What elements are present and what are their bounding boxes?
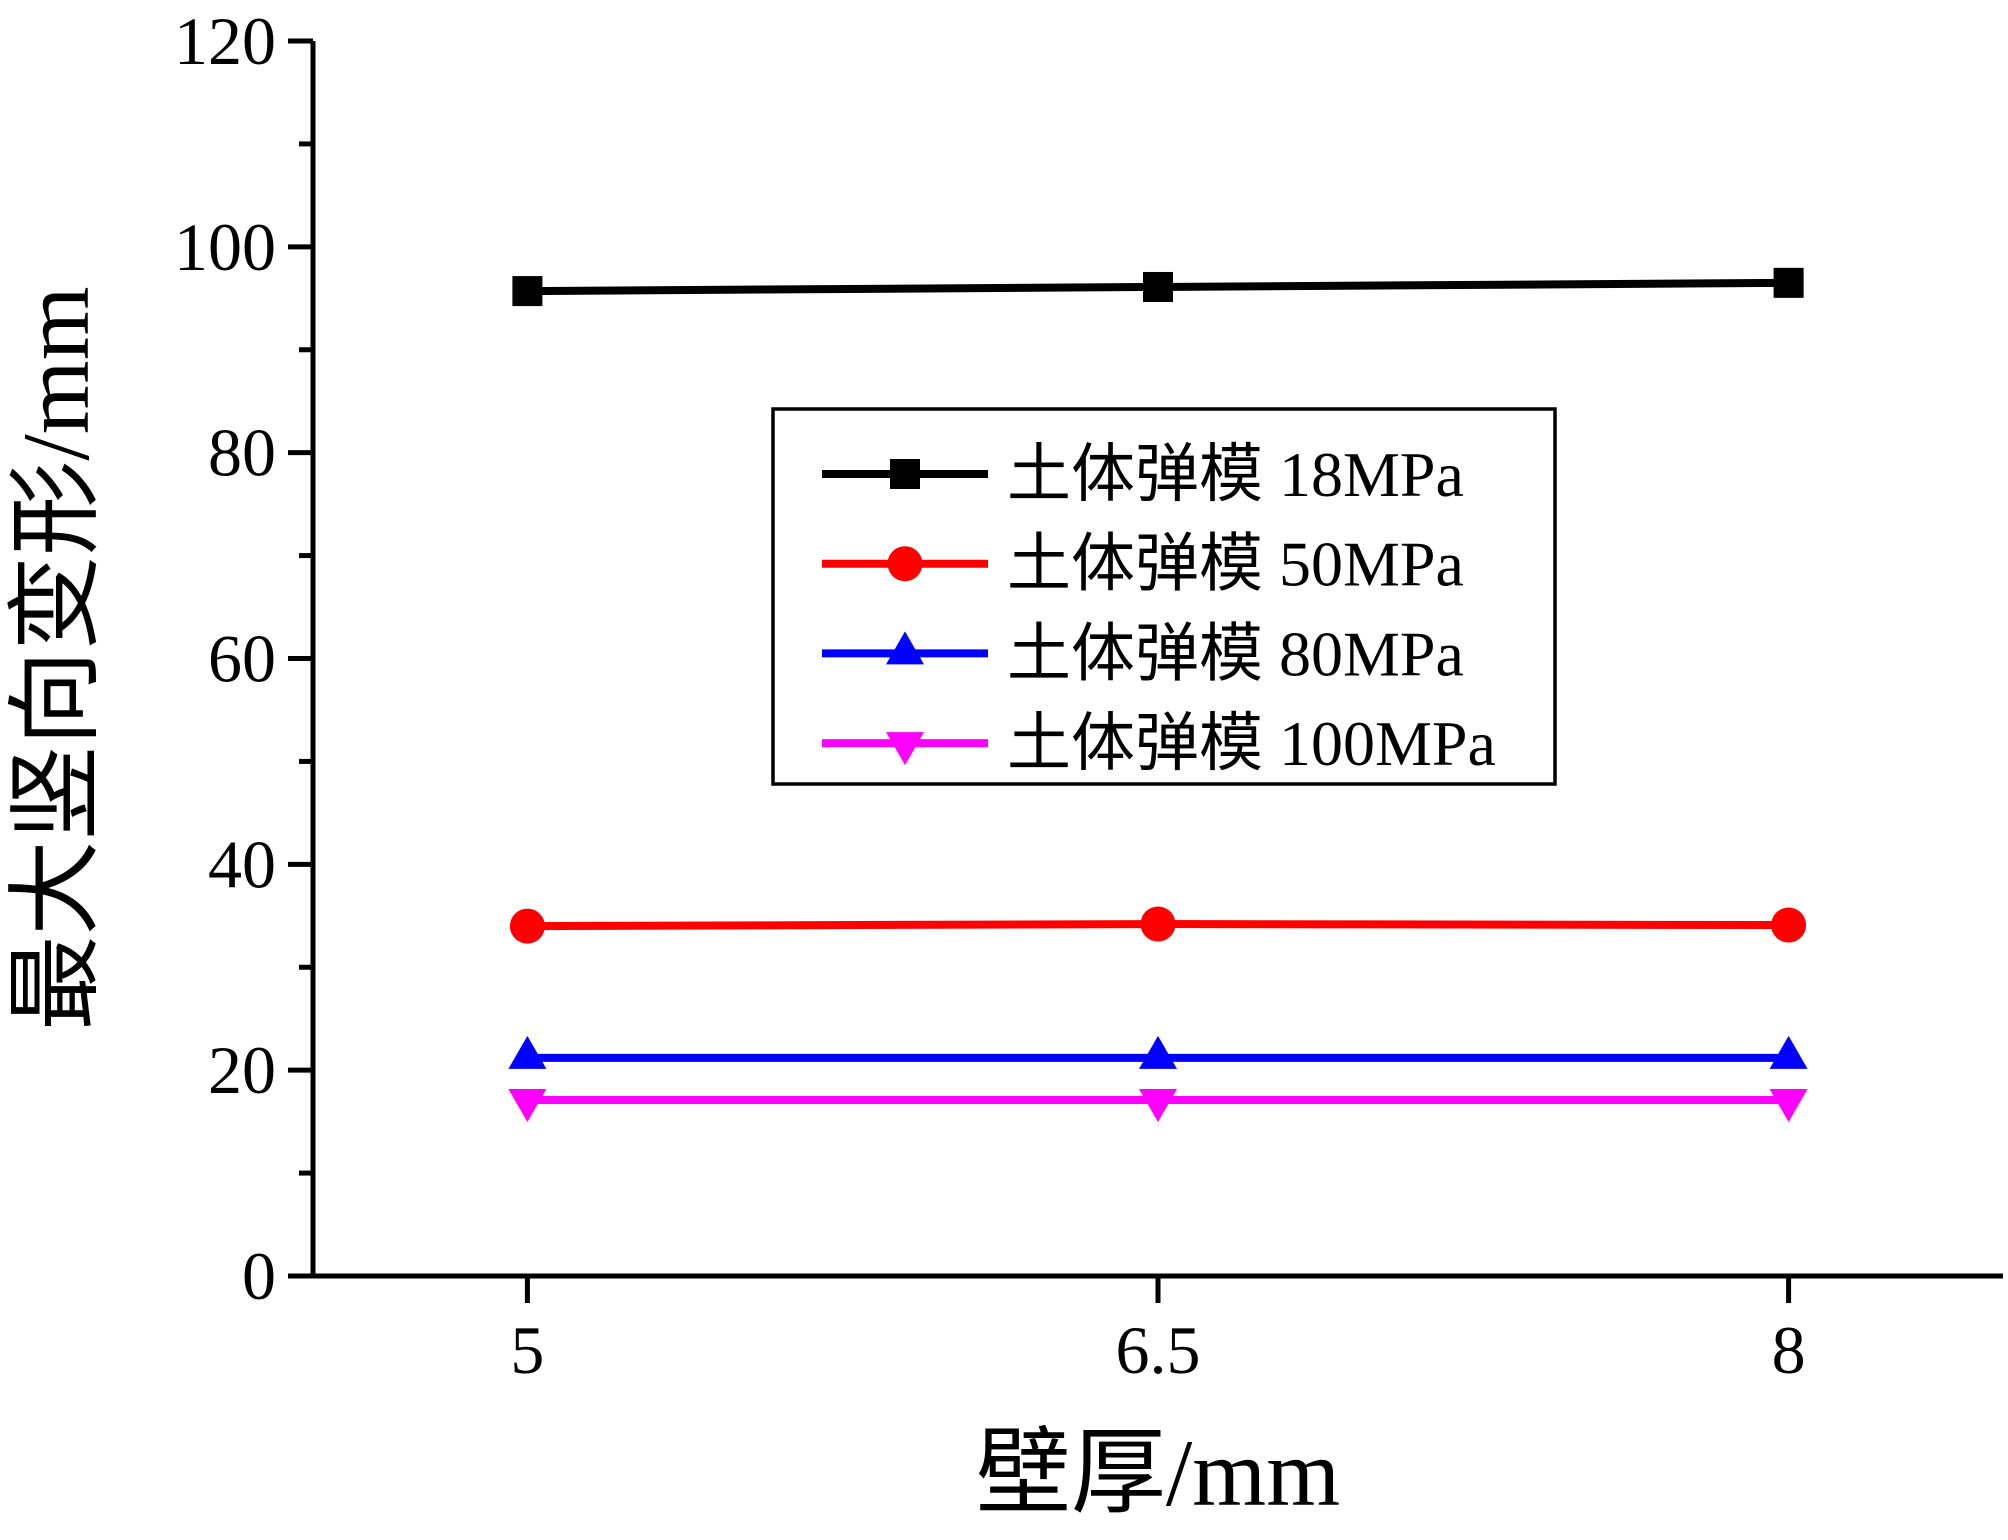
y-tick-label: 100: [174, 209, 276, 285]
series-2: [508, 1035, 1808, 1069]
legend-item-0: 土体弹模 18MPa: [822, 439, 1464, 510]
series-0-marker-2: [1773, 267, 1804, 298]
legend-marker-2: [886, 631, 924, 665]
y-axis-title: 最大竖向变形/mm: [3, 286, 109, 1030]
y-tick-label: 40: [208, 826, 276, 902]
y-tick-label: 120: [174, 3, 276, 79]
series-0-marker-0: [512, 276, 543, 307]
series-3-marker-2: [1769, 1089, 1808, 1123]
series-2-marker-2: [1769, 1035, 1808, 1069]
series-2-marker-1: [1139, 1035, 1177, 1069]
series-0-marker-1: [1143, 271, 1173, 302]
series-3-marker-1: [1139, 1089, 1177, 1123]
series-1-marker-2: [1771, 907, 1807, 943]
series-3: [508, 1089, 1808, 1123]
series-0: [512, 267, 1804, 307]
y-tick-label: 0: [242, 1238, 276, 1314]
x-tick-label: 6.5: [1116, 1312, 1201, 1388]
series-1: [509, 906, 1807, 944]
x-tick-label: 8: [1772, 1312, 1806, 1388]
legend-item-2: 土体弹模 80MPa: [822, 618, 1464, 689]
y-tick-label: 20: [208, 1032, 276, 1108]
legend-marker-3: [886, 732, 924, 766]
legend-marker-1: [887, 546, 923, 582]
series-1-marker-1: [1140, 906, 1176, 942]
series-1-marker-0: [509, 908, 545, 944]
legend-item-1: 土体弹模 50MPa: [822, 529, 1464, 600]
legend-item-3: 土体弹模 100MPa: [822, 708, 1496, 779]
x-axis-title: 壁厚/mm: [976, 1420, 1340, 1526]
y-tick-label: 60: [208, 621, 276, 697]
legend: 土体弹模 18MPa 土体弹模 50MPa 土体弹模 80MPa 土体弹模 100MP…: [771, 407, 1557, 786]
series-3-marker-0: [508, 1089, 547, 1123]
legend-label-2: 土体弹模 80MPa: [1007, 618, 1464, 689]
legend-marker-0: [890, 459, 920, 489]
legend-box: [771, 407, 1557, 786]
legend-label-0: 土体弹模 18MPa: [1007, 439, 1464, 510]
y-tick-label: 80: [208, 415, 276, 491]
series-2-marker-0: [508, 1035, 547, 1069]
legend-label-1: 土体弹模 50MPa: [1007, 529, 1464, 600]
legend-label-3: 土体弹模 100MPa: [1007, 708, 1496, 779]
x-tick-label: 5: [510, 1312, 544, 1388]
